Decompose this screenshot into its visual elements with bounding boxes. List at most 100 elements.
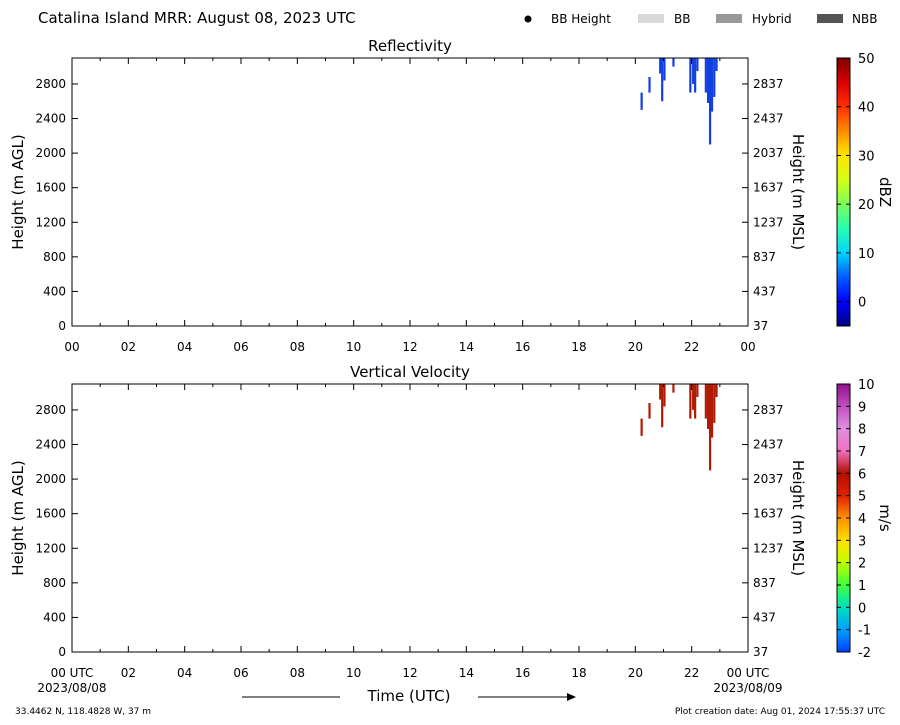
echo-column: [696, 58, 699, 71]
colorbar-tick-label: -1: [858, 624, 871, 639]
echo-column: [696, 384, 699, 397]
echo-column: [710, 58, 714, 112]
colorbar-label: dBZ: [876, 177, 894, 207]
echo-column: [640, 418, 643, 436]
y-tick-label-left: 2000: [35, 472, 66, 486]
y-tick-label-left: 800: [43, 576, 66, 590]
echo-column: [713, 384, 716, 423]
echo-column: [689, 58, 692, 93]
y-tick-label-right: 837: [753, 250, 776, 264]
y-tick-label-right: 437: [753, 610, 776, 624]
plot-creation-date: Plot creation date: Aug 01, 2024 17:55:3…: [675, 707, 885, 717]
colorbar-tick-label: 50: [858, 52, 875, 67]
x-tick-label: 10: [346, 666, 361, 680]
y-tick-label-right: 2437: [753, 112, 784, 126]
y-tick-label-right: 2437: [753, 438, 784, 452]
echo-column: [659, 58, 662, 74]
y-tick-label-left: 0: [58, 645, 66, 659]
y-axis-label-left: Height (m AGL): [9, 460, 27, 575]
colorbar-tick-label: 4: [858, 512, 866, 527]
legend-label-bb: BB: [674, 12, 690, 26]
plot-frame: [71, 383, 749, 653]
y-tick-label-right: 1637: [753, 181, 784, 195]
y-tick-label-right: 2037: [753, 146, 784, 160]
echo-column: [663, 384, 666, 407]
panel-title: Vertical Velocity: [350, 363, 470, 381]
figure-title: Catalina Island MRR: August 08, 2023 UTC: [38, 9, 356, 27]
y-tick-label-left: 2800: [35, 77, 66, 91]
echo-column: [659, 384, 662, 400]
x-tick-label: 02: [121, 666, 136, 680]
colorbar-tick-label: 9: [858, 400, 866, 415]
x-tick-label: 02: [121, 340, 136, 354]
echo-column: [672, 384, 675, 393]
x-tick-label: 12: [402, 340, 417, 354]
echo-column: [707, 384, 710, 429]
x-tick-label: 00: [64, 340, 79, 354]
y-tick-label-right: 1237: [753, 541, 784, 555]
bb-legend-swatch: [638, 14, 664, 23]
echo-column: [708, 384, 712, 471]
x-tick-label: 20: [628, 340, 643, 354]
echo-column: [707, 58, 710, 103]
y-axis-label-right: Height (m MSL): [789, 460, 807, 576]
colorbar-tick-label: 7: [858, 445, 866, 460]
legend: BB Height BB Hybrid NBB: [524, 12, 877, 26]
colorbar-label: m/s: [876, 504, 894, 532]
x-tick-label: 08: [290, 340, 305, 354]
colorbar-tick-label: 0: [858, 601, 866, 616]
echo-column: [672, 58, 675, 67]
colorbar-tick-label: 2: [858, 557, 866, 572]
x-tick-label: 16: [515, 340, 530, 354]
y-tick-label-left: 0: [58, 319, 66, 333]
y-tick-label-left: 2000: [35, 146, 66, 160]
y-tick-label-right: 837: [753, 576, 776, 590]
x-tick-label: 06: [233, 666, 248, 680]
y-tick-label-left: 1200: [35, 215, 66, 229]
colorbar-tick-label: -2: [858, 646, 871, 661]
x-tick-label: 06: [233, 340, 248, 354]
x-tick-label: 14: [459, 340, 474, 354]
echo-column: [648, 403, 651, 419]
y-tick-label-right: 2837: [753, 403, 784, 417]
colorbar-tick-label: 30: [858, 149, 875, 164]
bb-height-legend-marker: [524, 15, 532, 23]
y-tick-label-right: 37: [753, 319, 768, 333]
x-tick-label: 08: [290, 666, 305, 680]
y-tick-label-left: 1600: [35, 507, 66, 521]
end-date-label: 2023/08/09: [713, 681, 782, 695]
x-tick-label: 04: [177, 340, 192, 354]
station-location: 33.4462 N, 118.4828 W, 37 m: [15, 707, 151, 717]
y-tick-label-right: 1637: [753, 507, 784, 521]
colorbar-tick-label: 6: [858, 467, 866, 482]
echo-column: [648, 77, 651, 93]
echo-column: [708, 58, 712, 145]
legend-label-nbb: NBB: [852, 12, 877, 26]
echo-column: [689, 384, 692, 419]
echo-column: [692, 58, 695, 84]
colorbar-tick-label: 0: [858, 296, 866, 311]
y-tick-label-right: 437: [753, 284, 776, 298]
colorbar-tick-label: 20: [858, 198, 875, 213]
echo-column: [692, 384, 695, 410]
echo-column: [704, 384, 707, 419]
echo-column: [663, 58, 666, 81]
y-tick-label-right: 1237: [753, 215, 784, 229]
echo-column: [713, 58, 716, 97]
echo-column: [715, 384, 718, 397]
x-tick-label: 00 UTC: [51, 666, 94, 680]
colorbar-tick-label: 10: [858, 247, 875, 262]
x-tick-label: 10: [346, 340, 361, 354]
y-tick-label-left: 400: [43, 610, 66, 624]
hybrid-legend-swatch: [716, 14, 742, 23]
colorbar-tick-label: 1: [858, 579, 866, 594]
x-axis-label: Time (UTC): [367, 687, 451, 705]
x-tick-label: 18: [571, 340, 586, 354]
x-tick-label: 22: [684, 340, 699, 354]
y-tick-label-left: 800: [43, 250, 66, 264]
panel-title: Reflectivity: [368, 37, 452, 55]
echo-column: [715, 58, 718, 71]
